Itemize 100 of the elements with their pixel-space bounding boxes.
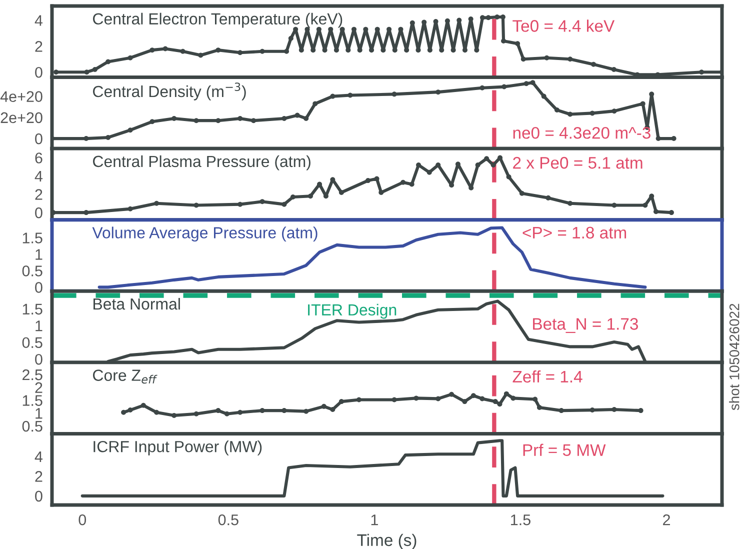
point: [568, 56, 573, 62]
point: [484, 156, 490, 162]
point: [356, 397, 362, 402]
point: [611, 67, 616, 72]
point: [282, 408, 287, 414]
point: [290, 194, 296, 200]
point: [366, 178, 371, 184]
point: [92, 67, 98, 72]
y-tick-label: 0: [35, 66, 42, 78]
point: [638, 408, 644, 414]
y-tick-label: 1: [36, 249, 42, 260]
point: [475, 162, 480, 168]
line-series: [80, 439, 664, 498]
point: [409, 182, 414, 187]
point: [308, 194, 313, 199]
point: [140, 402, 146, 408]
point: [238, 202, 243, 207]
text: shot 1050426022: [729, 304, 740, 410]
annotation: 2 x Pe0 = 5.1 atm: [513, 156, 642, 169]
point: [590, 62, 596, 67]
point: [449, 392, 454, 397]
point: [338, 190, 344, 195]
point: [450, 48, 456, 53]
point: [480, 396, 485, 402]
point: [154, 410, 160, 415]
point: [427, 48, 432, 53]
point: [497, 402, 502, 407]
ref-line-label: ITER Design: [308, 304, 396, 319]
y-tick-label: 6: [35, 152, 42, 164]
point: [474, 48, 480, 53]
point: [150, 48, 155, 53]
point: [330, 407, 336, 412]
point: [590, 408, 595, 413]
point: [612, 202, 617, 208]
point: [653, 209, 658, 214]
x-tick-label: 1.5: [511, 514, 530, 526]
x-tick-label: 2: [663, 514, 670, 526]
chart-title: Central Electron Temperature (keV): [93, 12, 342, 28]
chart-title: Beta Normal: [94, 298, 180, 310]
annotation: Beta_N = 1.73: [533, 318, 638, 333]
point: [468, 16, 474, 22]
y-tick-label: 2: [35, 382, 42, 393]
point: [194, 411, 199, 416]
point: [546, 195, 551, 200]
point: [392, 397, 397, 402]
point: [444, 18, 450, 24]
y-tick-label: 4: [34, 15, 43, 26]
point: [238, 50, 243, 56]
y-tick-label: 0.5: [22, 420, 42, 432]
point: [568, 200, 573, 206]
point: [504, 391, 509, 396]
annotation: Prf = 5 MW: [523, 444, 606, 456]
point: [380, 48, 386, 53]
point: [304, 408, 309, 414]
point: [216, 48, 221, 53]
y-tick-label: 1.5: [22, 304, 42, 315]
point: [322, 48, 328, 53]
point: [54, 70, 59, 75]
point: [84, 70, 90, 75]
y-tick-label: 2e+20: [0, 112, 42, 124]
point: [198, 52, 204, 58]
point: [558, 408, 564, 414]
point: [216, 408, 221, 414]
point: [414, 396, 419, 401]
point: [180, 48, 186, 54]
chart-title: Core Z$_{eff}$: [93, 370, 158, 384]
point: [84, 210, 89, 216]
point: [121, 410, 126, 415]
x-axis-title: Time (s): [357, 534, 416, 549]
point: [519, 190, 524, 196]
point: [436, 396, 441, 402]
point: [282, 202, 287, 207]
point: [506, 174, 512, 180]
point: [536, 404, 542, 410]
point: [612, 407, 617, 412]
annotation: Te0 = 4.4 keV: [512, 20, 615, 32]
point: [154, 200, 160, 206]
y-tick-label: 4: [34, 451, 43, 462]
point: [162, 46, 168, 52]
annotation: Zeff = 1.4: [512, 370, 582, 383]
y-tick-label: 0: [35, 354, 42, 365]
point: [400, 180, 406, 185]
point: [699, 70, 704, 75]
y-tick-label: 4: [34, 171, 43, 182]
point: [480, 15, 486, 20]
y-tick-label: 1.5: [22, 232, 42, 244]
x-tick-label: 1: [371, 514, 378, 526]
chart-title: ICRF Input Power (MW): [94, 440, 262, 456]
point: [378, 190, 384, 195]
point: [416, 48, 421, 53]
point: [486, 15, 491, 20]
point: [492, 399, 498, 404]
y-tick-label: 0: [35, 490, 42, 502]
point: [462, 48, 468, 53]
point: [172, 412, 177, 418]
point: [426, 170, 432, 175]
point: [510, 396, 516, 401]
point: [128, 408, 133, 413]
y-tick-label: 2.5: [22, 369, 42, 380]
y-tick-label: 0.5: [22, 266, 42, 276]
